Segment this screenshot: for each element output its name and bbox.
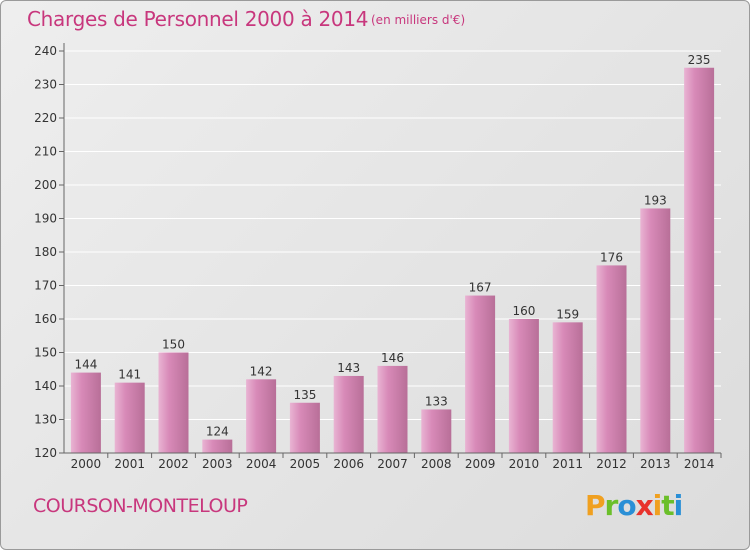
chart-subtitle: (en milliers d'€) bbox=[371, 13, 466, 27]
bar-value-label: 160 bbox=[512, 304, 535, 318]
x-tick-label: 2014 bbox=[684, 457, 715, 471]
bar-value-label: 146 bbox=[381, 351, 404, 365]
bar bbox=[158, 352, 189, 453]
y-tick-label: 240 bbox=[34, 44, 57, 58]
logo-letter: i bbox=[652, 489, 663, 522]
bar-value-label: 142 bbox=[250, 364, 273, 378]
bar-value-label: 124 bbox=[206, 425, 229, 439]
x-tick-label: 2011 bbox=[552, 457, 583, 471]
chart-title: Charges de Personnel 2000 à 2014 bbox=[27, 7, 369, 31]
bar-value-label: 193 bbox=[644, 193, 667, 207]
value-labels: 144 141 150 124 142 135 143 146 133 167 160 159 176 1… bbox=[74, 53, 710, 439]
bar bbox=[333, 375, 364, 453]
bar bbox=[377, 365, 408, 453]
y-tick-label: 170 bbox=[34, 279, 57, 293]
x-tick-label: 2002 bbox=[158, 457, 189, 471]
bar-value-label: 144 bbox=[74, 358, 97, 372]
bar bbox=[421, 409, 452, 453]
bar bbox=[114, 382, 145, 453]
bar-value-label: 150 bbox=[162, 338, 185, 352]
x-tick-label: 2005 bbox=[290, 457, 321, 471]
bars bbox=[70, 67, 715, 453]
bar-value-label: 133 bbox=[425, 394, 448, 408]
y-tick-label: 180 bbox=[34, 245, 57, 259]
bar bbox=[289, 402, 320, 453]
bar bbox=[465, 295, 496, 453]
y-tick-label: 200 bbox=[34, 178, 57, 192]
x-tick-label: 2010 bbox=[509, 457, 540, 471]
bar-value-label: 141 bbox=[118, 368, 141, 382]
bar-value-label: 235 bbox=[688, 53, 711, 67]
y-tick-label: 210 bbox=[34, 145, 57, 159]
y-tick-label: 220 bbox=[34, 111, 57, 125]
bar bbox=[552, 322, 583, 453]
logo-letter: t bbox=[661, 489, 674, 522]
x-tick-label: 2000 bbox=[71, 457, 102, 471]
commune-name: COURSON-MONTELOUP bbox=[33, 495, 248, 517]
proxiti-logo[interactable]: Proxiti bbox=[585, 489, 684, 522]
x-tick-label: 2013 bbox=[640, 457, 671, 471]
bar bbox=[246, 379, 277, 453]
bar-value-label: 159 bbox=[556, 307, 579, 321]
x-tick-label: 2006 bbox=[333, 457, 364, 471]
y-tick-label: 160 bbox=[34, 312, 57, 326]
x-tick-label: 2004 bbox=[246, 457, 277, 471]
y-tick-label: 120 bbox=[34, 446, 57, 460]
x-tick-label: 2003 bbox=[202, 457, 233, 471]
bar bbox=[508, 319, 539, 453]
logo-letter: x bbox=[635, 489, 654, 522]
x-tick-label: 2007 bbox=[377, 457, 408, 471]
bar bbox=[640, 208, 671, 453]
x-tick-label: 2012 bbox=[596, 457, 627, 471]
bar-value-label: 167 bbox=[469, 281, 492, 295]
x-tick-label: 2008 bbox=[421, 457, 452, 471]
bar bbox=[70, 372, 101, 453]
y-tick-label: 230 bbox=[34, 78, 57, 92]
x-tick-label: 2009 bbox=[465, 457, 496, 471]
bar-value-label: 143 bbox=[337, 361, 360, 375]
y-tick-label: 130 bbox=[34, 413, 57, 427]
axes: 120 130 140 150 160 170 180 190 200 210 220 230 240 2… bbox=[34, 43, 722, 471]
bar bbox=[684, 67, 715, 453]
logo-letter: P bbox=[585, 489, 606, 522]
y-tick-label: 140 bbox=[34, 379, 57, 393]
bar-value-label: 176 bbox=[600, 250, 623, 264]
bar bbox=[596, 265, 627, 453]
bar-value-label: 135 bbox=[293, 388, 316, 402]
bar bbox=[202, 439, 233, 453]
x-tick-label: 2001 bbox=[114, 457, 145, 471]
logo-letter: o bbox=[617, 489, 636, 522]
y-tick-label: 150 bbox=[34, 346, 57, 360]
logo-letter: r bbox=[604, 489, 619, 522]
y-tick-label: 190 bbox=[34, 212, 57, 226]
logo-letter: i bbox=[673, 489, 684, 522]
